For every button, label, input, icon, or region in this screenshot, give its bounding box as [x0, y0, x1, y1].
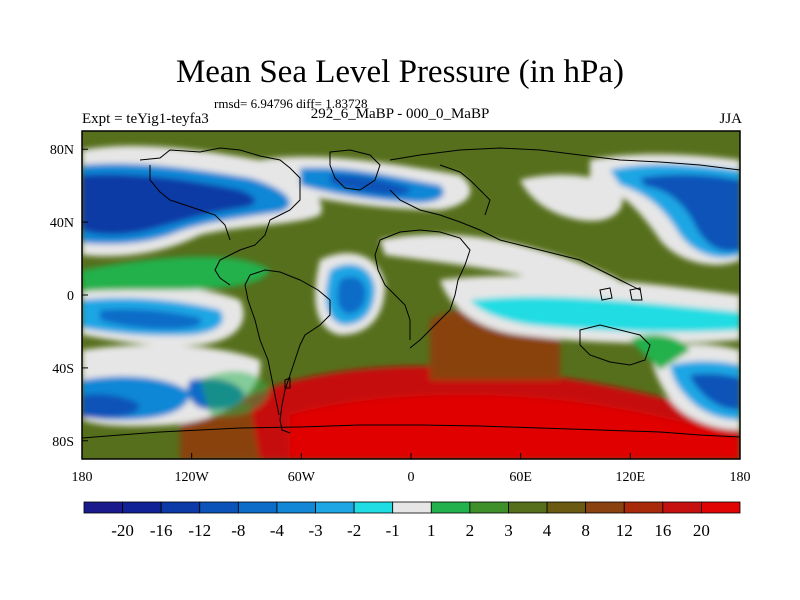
colorbar-swatch	[585, 501, 625, 514]
colorbar-label: 8	[581, 521, 590, 540]
colorbar-swatch	[83, 501, 123, 514]
colorbar: -20 -16 -12 -8 -4 -3 -2 -1 1 2 3 4 8 12 16 20	[83, 501, 741, 540]
colorbar-swatch	[392, 501, 432, 514]
experiment-label: Expt = teYig1-teyfa3	[82, 111, 209, 127]
colorbar-label: 20	[693, 521, 710, 540]
colorbar-swatch	[662, 501, 702, 514]
map-axes: 180 120W 60W 0 60E 120E 180 80N 40N 0 40S 80S	[50, 143, 751, 485]
colorbar-label: 1	[427, 521, 436, 540]
colorbar-swatch	[122, 501, 162, 514]
x-tick-label: 120W	[175, 470, 210, 485]
colorbar-label: -4	[270, 521, 285, 540]
colorbar-label: 4	[543, 521, 552, 540]
y-tick-label: 0	[67, 289, 74, 304]
colorbar-swatch	[623, 501, 664, 514]
colorbar-swatch	[546, 501, 587, 514]
pressure-field	[82, 131, 740, 459]
colorbar-label: 16	[654, 521, 671, 540]
colorbar-swatch	[199, 501, 239, 514]
colorbar-label: -8	[231, 521, 245, 540]
x-tick-label: 180	[72, 470, 93, 485]
season-label: JJA	[719, 111, 742, 127]
x-tick-label: 0	[408, 470, 415, 485]
colorbar-label: -12	[188, 521, 211, 540]
x-tick-label: 120E	[616, 470, 646, 485]
y-tick-label: 40S	[52, 362, 74, 377]
colorbar-swatch	[430, 501, 471, 514]
y-tick-label: 80S	[52, 435, 74, 450]
colorbar-swatch	[315, 501, 355, 514]
y-tick-label: 80N	[50, 143, 74, 158]
stats-line: rmsd= 6.94796 diff= 1.83728	[214, 96, 368, 111]
colorbar-swatch	[353, 501, 394, 514]
colorbar-label: 2	[466, 521, 475, 540]
x-tick-label: 60E	[509, 470, 532, 485]
x-tick-label: 60W	[288, 470, 316, 485]
colorbar-swatch	[237, 501, 278, 514]
colorbar-swatch	[276, 501, 316, 514]
colorbar-label: -16	[150, 521, 173, 540]
colorbar-swatch	[469, 501, 509, 514]
comparison-label: 292_6_MaBP - 000_0_MaBP	[310, 106, 490, 122]
colorbar-label: -20	[111, 521, 134, 540]
colorbar-swatch	[160, 501, 201, 514]
plot-title: Mean Sea Level Pressure (in hPa)	[175, 54, 625, 90]
x-tick-label: 180	[730, 470, 751, 485]
colorbar-swatch	[701, 501, 741, 514]
colorbar-label: 12	[616, 521, 633, 540]
colorbar-label: -2	[347, 521, 361, 540]
colorbar-label: 3	[504, 521, 513, 540]
colorbar-label: -1	[386, 521, 400, 540]
colorbar-swatch	[508, 501, 548, 514]
coastlines	[82, 147, 740, 439]
colorbar-label: -3	[308, 521, 322, 540]
y-tick-label: 40N	[50, 216, 74, 231]
